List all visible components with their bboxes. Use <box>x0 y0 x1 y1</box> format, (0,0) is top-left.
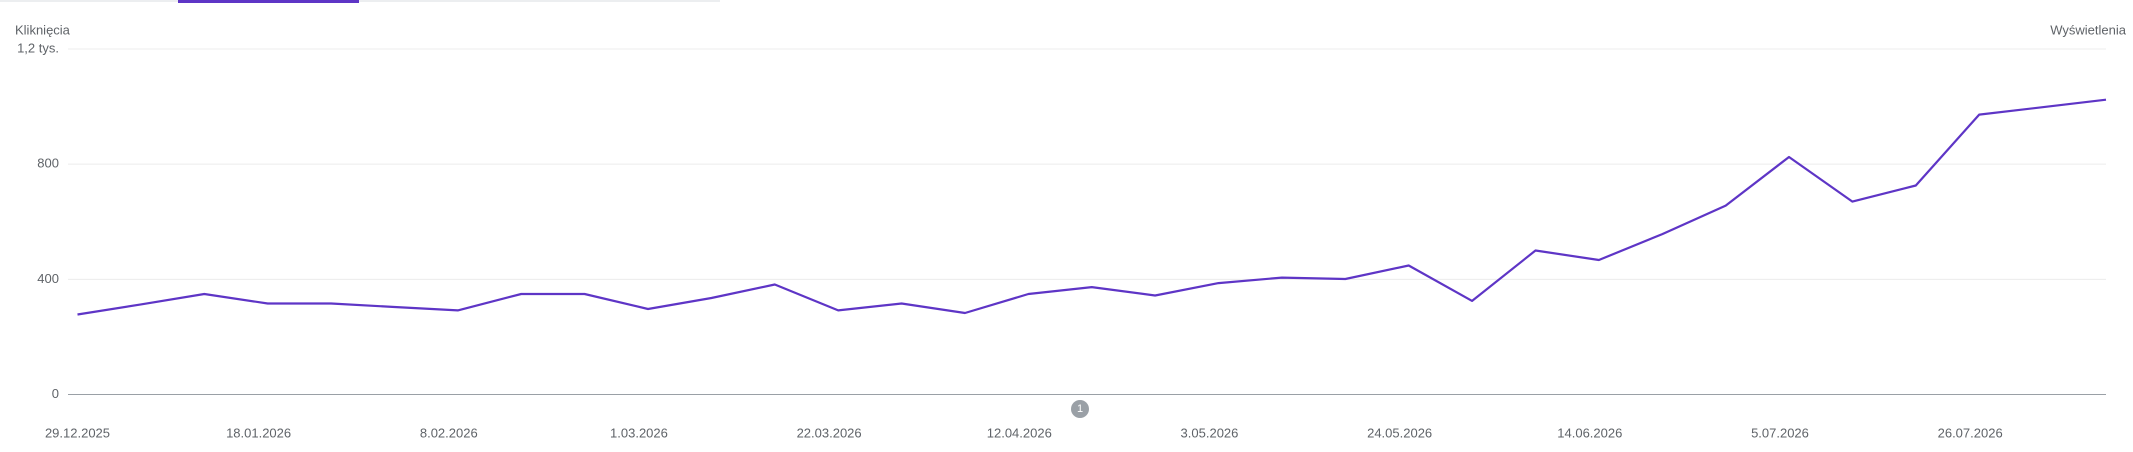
x-tick-label: 8.02.2026 <box>420 425 478 440</box>
y2-axis-label: Wyświetlenia <box>2050 22 2127 37</box>
x-tick-label: 12.04.2026 <box>987 425 1052 440</box>
x-tick-label: 14.06.2026 <box>1557 425 1622 440</box>
y-tick-label: 0 <box>52 386 59 401</box>
x-tick-label: 22.03.2026 <box>797 425 862 440</box>
active-tab-indicator <box>178 0 359 3</box>
series-line <box>77 98 2107 316</box>
x-tick-label: 1.03.2026 <box>610 425 668 440</box>
y-tick-label: 1,2 tys. <box>17 40 59 55</box>
annotation-label[interactable]: 1 <box>1077 403 1083 415</box>
x-tick-label: 3.05.2026 <box>1181 425 1239 440</box>
x-tick-label: 26.07.2026 <box>1938 425 2003 440</box>
annotation-marker[interactable] <box>1071 400 1089 418</box>
x-tick-label: 5.07.2026 <box>1751 425 1809 440</box>
x-tick-label: 18.01.2026 <box>226 425 291 440</box>
x-tick-label: 24.05.2026 <box>1367 425 1432 440</box>
y-tick-label: 400 <box>37 271 59 286</box>
y-axis-label: Kliknięcia <box>15 22 71 37</box>
y-tick-label: 800 <box>37 156 59 171</box>
x-tick-label: 29.12.2025 <box>45 425 110 440</box>
